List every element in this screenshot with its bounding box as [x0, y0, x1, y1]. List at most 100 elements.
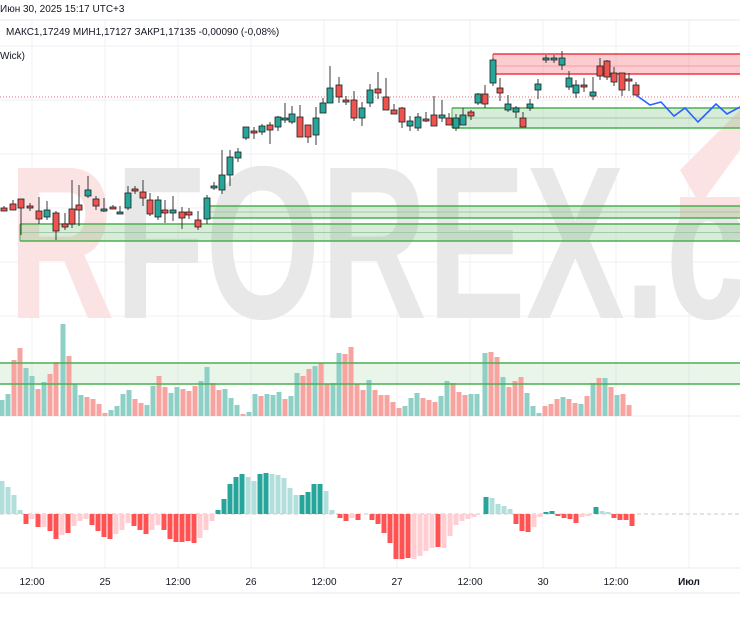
- candle-bullish[interactable]: [154, 199, 162, 218]
- candle-bullish[interactable]: [438, 114, 446, 119]
- candle-bearish[interactable]: [139, 191, 147, 199]
- candle-bullish[interactable]: [43, 209, 51, 218]
- histogram-bar: [293, 495, 299, 514]
- candle-bearish[interactable]: [266, 124, 274, 131]
- candle-bearish[interactable]: [496, 87, 504, 94]
- candle-bullish[interactable]: [100, 208, 108, 212]
- candle-bullish[interactable]: [452, 117, 460, 129]
- candle-bullish[interactable]: [288, 113, 296, 123]
- candle-bullish[interactable]: [358, 107, 366, 119]
- candle-bearish[interactable]: [390, 109, 398, 115]
- candle-bearish[interactable]: [596, 65, 604, 77]
- candle-bullish[interactable]: [406, 120, 414, 127]
- candle-bullish[interactable]: [512, 107, 520, 113]
- candle-bearish[interactable]: [26, 205, 34, 209]
- volume-bar: [53, 362, 59, 416]
- candle-bearish[interactable]: [398, 107, 406, 123]
- candle-bullish[interactable]: [504, 103, 512, 111]
- candle-bearish[interactable]: [580, 84, 588, 88]
- candle-bullish[interactable]: [218, 174, 226, 191]
- candle-bearish[interactable]: [382, 96, 390, 111]
- candle-bullish[interactable]: [572, 84, 580, 94]
- candle-bearish[interactable]: [9, 203, 17, 211]
- candle-bullish[interactable]: [526, 103, 534, 109]
- candle-bearish[interactable]: [632, 84, 640, 96]
- volume-bar: [384, 395, 390, 416]
- candle-bullish[interactable]: [326, 87, 334, 104]
- candle-bearish[interactable]: [75, 204, 83, 211]
- histogram-bar: [543, 512, 549, 514]
- candle-bearish[interactable]: [603, 60, 611, 78]
- candle-bearish[interactable]: [374, 88, 382, 94]
- candle-bullish[interactable]: [234, 151, 242, 159]
- candle-bullish[interactable]: [542, 57, 550, 61]
- candle-bearish[interactable]: [481, 93, 489, 105]
- candle-bearish[interactable]: [92, 198, 100, 207]
- candle-bearish[interactable]: [467, 111, 475, 117]
- candle-bearish[interactable]: [296, 116, 304, 138]
- histogram-bar: [161, 514, 167, 530]
- indicator-label[interactable]: Wick): [0, 51, 25, 62]
- candle-bullish[interactable]: [203, 197, 211, 220]
- candle-bullish[interactable]: [226, 156, 234, 176]
- watermark-text: RFOREX.c: [8, 122, 740, 365]
- candle-bearish[interactable]: [68, 208, 76, 225]
- volume-bar: [572, 403, 578, 416]
- volume-bar: [608, 387, 614, 416]
- candle-bearish[interactable]: [430, 114, 438, 127]
- candle-bearish[interactable]: [519, 117, 527, 128]
- candle-bearish[interactable]: [445, 117, 453, 126]
- candle-bullish[interactable]: [489, 59, 497, 84]
- candle-bullish[interactable]: [281, 117, 289, 121]
- candle-bearish[interactable]: [52, 212, 60, 232]
- candle-bullish[interactable]: [558, 57, 566, 66]
- candle-bullish[interactable]: [459, 114, 467, 126]
- candle-bearish[interactable]: [350, 99, 358, 119]
- candle-bullish[interactable]: [589, 91, 597, 97]
- candle-bearish[interactable]: [146, 199, 154, 215]
- candle-bearish[interactable]: [422, 118, 430, 122]
- candle-bullish[interactable]: [210, 185, 218, 189]
- candle-bearish[interactable]: [625, 78, 633, 82]
- candle-bearish[interactable]: [610, 72, 618, 83]
- forecast-path[interactable]: [635, 94, 740, 124]
- candle-bearish[interactable]: [618, 72, 626, 91]
- histogram-bar: [119, 514, 125, 530]
- candle-bullish[interactable]: [366, 89, 374, 104]
- supply-zone[interactable]: [493, 54, 740, 74]
- candle-bearish[interactable]: [0, 207, 8, 212]
- time-axis-label: 12:00: [19, 577, 45, 588]
- histogram-bar: [629, 514, 635, 526]
- candle-bullish[interactable]: [319, 102, 327, 114]
- candle-bullish[interactable]: [534, 83, 542, 91]
- candle-bearish[interactable]: [342, 99, 350, 103]
- candle-bearish[interactable]: [17, 198, 25, 209]
- candle-bullish[interactable]: [258, 125, 266, 133]
- candle-bearish[interactable]: [250, 130, 258, 134]
- candle-bullish[interactable]: [169, 209, 177, 214]
- candle-bearish[interactable]: [161, 209, 169, 214]
- histogram-bar: [89, 514, 95, 525]
- candle-bearish[interactable]: [304, 124, 312, 138]
- candle-bullish[interactable]: [274, 116, 282, 128]
- candle-bearish[interactable]: [335, 84, 343, 98]
- candle-bearish[interactable]: [35, 210, 43, 220]
- volume-bar: [228, 398, 234, 416]
- candle-bearish[interactable]: [194, 219, 202, 228]
- candle-bullish[interactable]: [474, 93, 482, 104]
- candle-bullish[interactable]: [565, 77, 573, 88]
- candle-bearish[interactable]: [131, 188, 139, 192]
- candle-bullish[interactable]: [116, 211, 124, 215]
- candle-bearish[interactable]: [185, 211, 193, 216]
- candle-bearish[interactable]: [178, 211, 186, 219]
- candle-bullish[interactable]: [312, 117, 320, 136]
- candle-bullish[interactable]: [124, 192, 132, 209]
- candle-bullish[interactable]: [414, 116, 422, 129]
- candle-bearish[interactable]: [61, 223, 69, 228]
- candle-bearish[interactable]: [109, 206, 117, 210]
- candle-bullish[interactable]: [84, 189, 92, 197]
- candle-bullish[interactable]: [550, 57, 558, 61]
- candle-bullish[interactable]: [242, 126, 250, 139]
